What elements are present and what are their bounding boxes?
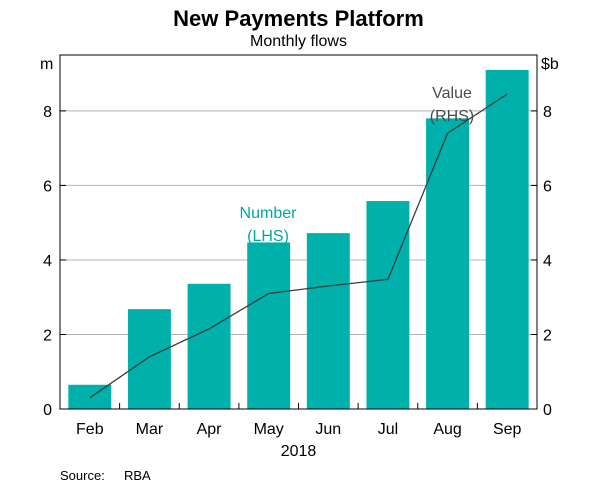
value-series-label: Value [432,85,472,102]
x-tick-label: Mar [136,421,164,438]
left-tick-label: 4 [43,253,52,270]
number-series-label-axis: (LHS) [247,228,289,245]
left-tick-label: 0 [43,402,52,419]
x-tick-label: Aug [433,421,461,438]
source-note: Source: RBA [60,468,151,483]
right-tick-label: 0 [543,402,552,419]
bar-jul [366,201,410,409]
number-series-label: Number [240,205,298,222]
left-tick-label: 6 [43,178,52,195]
x-tick-label: May [254,421,284,438]
right-tick-label: 4 [543,253,552,270]
x-tick-label: Jul [378,421,398,438]
bar-may [247,242,291,409]
x-axis-label: 2018 [281,443,317,460]
bar-sep [485,69,529,409]
bar-apr [187,283,231,409]
bar-mar [127,309,171,409]
x-tick-label: Feb [76,421,104,438]
right-tick-label: 8 [543,104,552,121]
source-label: Source: [60,468,105,483]
right-axis-unit: $b [541,56,559,73]
chart-subtitle: Monthly flows [250,33,347,50]
bar-aug [426,118,470,410]
value-series-label-axis: (RHS) [430,108,474,125]
left-axis-unit: m [40,56,54,73]
x-tick-label: Sep [493,421,522,438]
x-tick-label: Jun [315,421,341,438]
left-tick-label: 2 [43,327,52,344]
value-line [89,93,508,399]
source-text: RBA [124,468,151,483]
bar-feb [68,384,112,409]
bar-jun [306,233,350,409]
x-tick-label: Apr [197,421,223,438]
chart-title: New Payments Platform [173,6,424,31]
right-tick-label: 6 [543,178,552,195]
right-tick-label: 2 [543,327,552,344]
left-tick-label: 8 [43,104,52,121]
